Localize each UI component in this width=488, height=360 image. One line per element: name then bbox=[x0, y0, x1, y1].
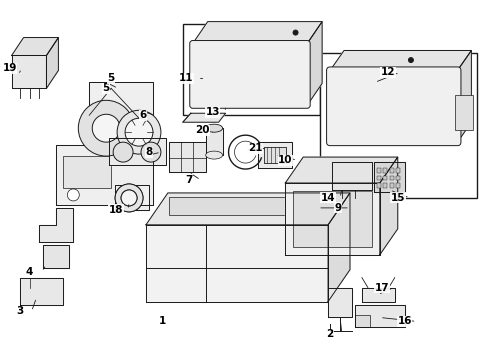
Circle shape bbox=[78, 100, 134, 156]
Text: 4: 4 bbox=[26, 267, 33, 276]
Polygon shape bbox=[12, 55, 46, 88]
Text: 8: 8 bbox=[145, 147, 152, 157]
Bar bbox=[264, 147, 285, 163]
Text: 15: 15 bbox=[390, 193, 404, 203]
Polygon shape bbox=[43, 245, 69, 268]
Bar bbox=[389, 168, 393, 173]
Polygon shape bbox=[146, 225, 327, 302]
Text: 10: 10 bbox=[278, 155, 292, 165]
Text: 9: 9 bbox=[334, 203, 341, 213]
Bar bbox=[454, 95, 472, 130]
Polygon shape bbox=[285, 183, 379, 255]
Polygon shape bbox=[183, 113, 225, 122]
Bar bbox=[389, 176, 393, 180]
Polygon shape bbox=[329, 50, 470, 71]
Text: 2: 2 bbox=[326, 329, 333, 339]
Bar bbox=[320, 54, 476, 198]
Bar bbox=[376, 183, 380, 188]
Polygon shape bbox=[285, 157, 397, 183]
Circle shape bbox=[113, 142, 133, 162]
Polygon shape bbox=[456, 50, 470, 142]
Bar bbox=[63, 156, 111, 188]
Circle shape bbox=[125, 118, 153, 146]
Polygon shape bbox=[327, 193, 349, 302]
Polygon shape bbox=[109, 138, 165, 165]
Bar bbox=[376, 168, 380, 173]
Text: 6: 6 bbox=[139, 110, 146, 120]
Polygon shape bbox=[168, 142, 205, 172]
Text: 16: 16 bbox=[397, 316, 411, 327]
Polygon shape bbox=[331, 162, 371, 190]
Text: 5: 5 bbox=[107, 73, 115, 84]
Bar bbox=[383, 168, 386, 173]
Text: 18: 18 bbox=[109, 205, 123, 215]
Text: 14: 14 bbox=[320, 193, 335, 203]
Circle shape bbox=[115, 184, 142, 212]
Bar bbox=[395, 168, 400, 173]
Circle shape bbox=[115, 184, 142, 212]
Circle shape bbox=[121, 190, 137, 206]
Text: 19: 19 bbox=[2, 63, 17, 73]
Polygon shape bbox=[115, 185, 149, 210]
Polygon shape bbox=[361, 288, 394, 302]
Polygon shape bbox=[205, 128, 222, 155]
Bar bbox=[383, 183, 386, 188]
Bar bbox=[264, 147, 285, 163]
Polygon shape bbox=[306, 22, 322, 105]
Polygon shape bbox=[258, 142, 292, 168]
Polygon shape bbox=[192, 22, 322, 44]
Text: 11: 11 bbox=[178, 73, 193, 84]
Bar bbox=[293, 191, 371, 247]
Bar bbox=[183, 24, 320, 115]
Polygon shape bbox=[20, 278, 63, 305]
Bar bbox=[395, 183, 400, 188]
Text: 3: 3 bbox=[16, 306, 23, 316]
Circle shape bbox=[92, 114, 120, 142]
Ellipse shape bbox=[205, 151, 222, 159]
Polygon shape bbox=[46, 37, 58, 88]
Text: 5: 5 bbox=[102, 84, 110, 93]
Polygon shape bbox=[327, 288, 351, 318]
Bar bbox=[383, 176, 386, 180]
Circle shape bbox=[407, 58, 412, 63]
Text: 7: 7 bbox=[184, 175, 192, 185]
Bar bbox=[389, 183, 393, 188]
Polygon shape bbox=[379, 157, 397, 255]
Circle shape bbox=[141, 142, 161, 162]
Polygon shape bbox=[146, 193, 349, 225]
Polygon shape bbox=[40, 208, 73, 242]
Bar bbox=[169, 197, 310, 215]
FancyBboxPatch shape bbox=[189, 41, 309, 108]
Circle shape bbox=[117, 110, 161, 154]
Bar bbox=[354, 315, 369, 328]
Text: 12: 12 bbox=[380, 67, 394, 77]
Polygon shape bbox=[56, 82, 153, 205]
Ellipse shape bbox=[205, 124, 222, 132]
Polygon shape bbox=[354, 305, 404, 328]
FancyBboxPatch shape bbox=[326, 67, 460, 146]
Text: 17: 17 bbox=[374, 283, 388, 293]
Text: 20: 20 bbox=[195, 125, 209, 135]
Polygon shape bbox=[12, 37, 58, 55]
Bar bbox=[376, 176, 380, 180]
Bar bbox=[395, 176, 400, 180]
Circle shape bbox=[67, 189, 79, 201]
Polygon shape bbox=[373, 162, 404, 192]
Text: 21: 21 bbox=[248, 143, 262, 153]
Text: 1: 1 bbox=[159, 316, 166, 327]
Circle shape bbox=[292, 30, 297, 35]
Circle shape bbox=[121, 190, 137, 206]
Text: 13: 13 bbox=[205, 107, 220, 117]
